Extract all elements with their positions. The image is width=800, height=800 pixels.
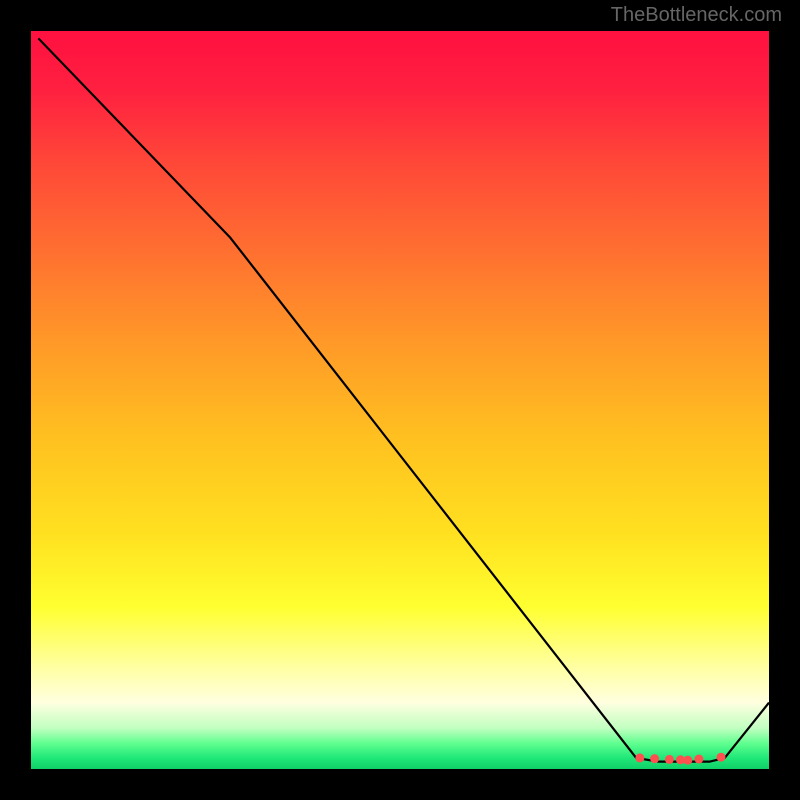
data-marker — [694, 755, 703, 764]
data-marker — [665, 755, 674, 764]
data-marker — [683, 756, 692, 765]
watermark-text: TheBottleneck.com — [611, 4, 782, 27]
chart-area — [31, 31, 769, 769]
data-marker — [635, 753, 644, 762]
data-marker — [650, 754, 659, 763]
gradient-background — [31, 31, 769, 769]
chart-svg — [31, 31, 769, 769]
data-marker — [717, 753, 726, 762]
